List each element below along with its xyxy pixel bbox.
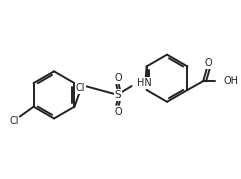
Text: Cl: Cl (9, 116, 19, 126)
Text: S: S (114, 90, 121, 100)
Text: Cl: Cl (76, 83, 85, 93)
Text: O: O (114, 107, 122, 117)
Text: OH: OH (224, 76, 239, 86)
Text: O: O (204, 59, 212, 68)
Text: O: O (114, 73, 122, 83)
Text: HN: HN (137, 78, 151, 88)
